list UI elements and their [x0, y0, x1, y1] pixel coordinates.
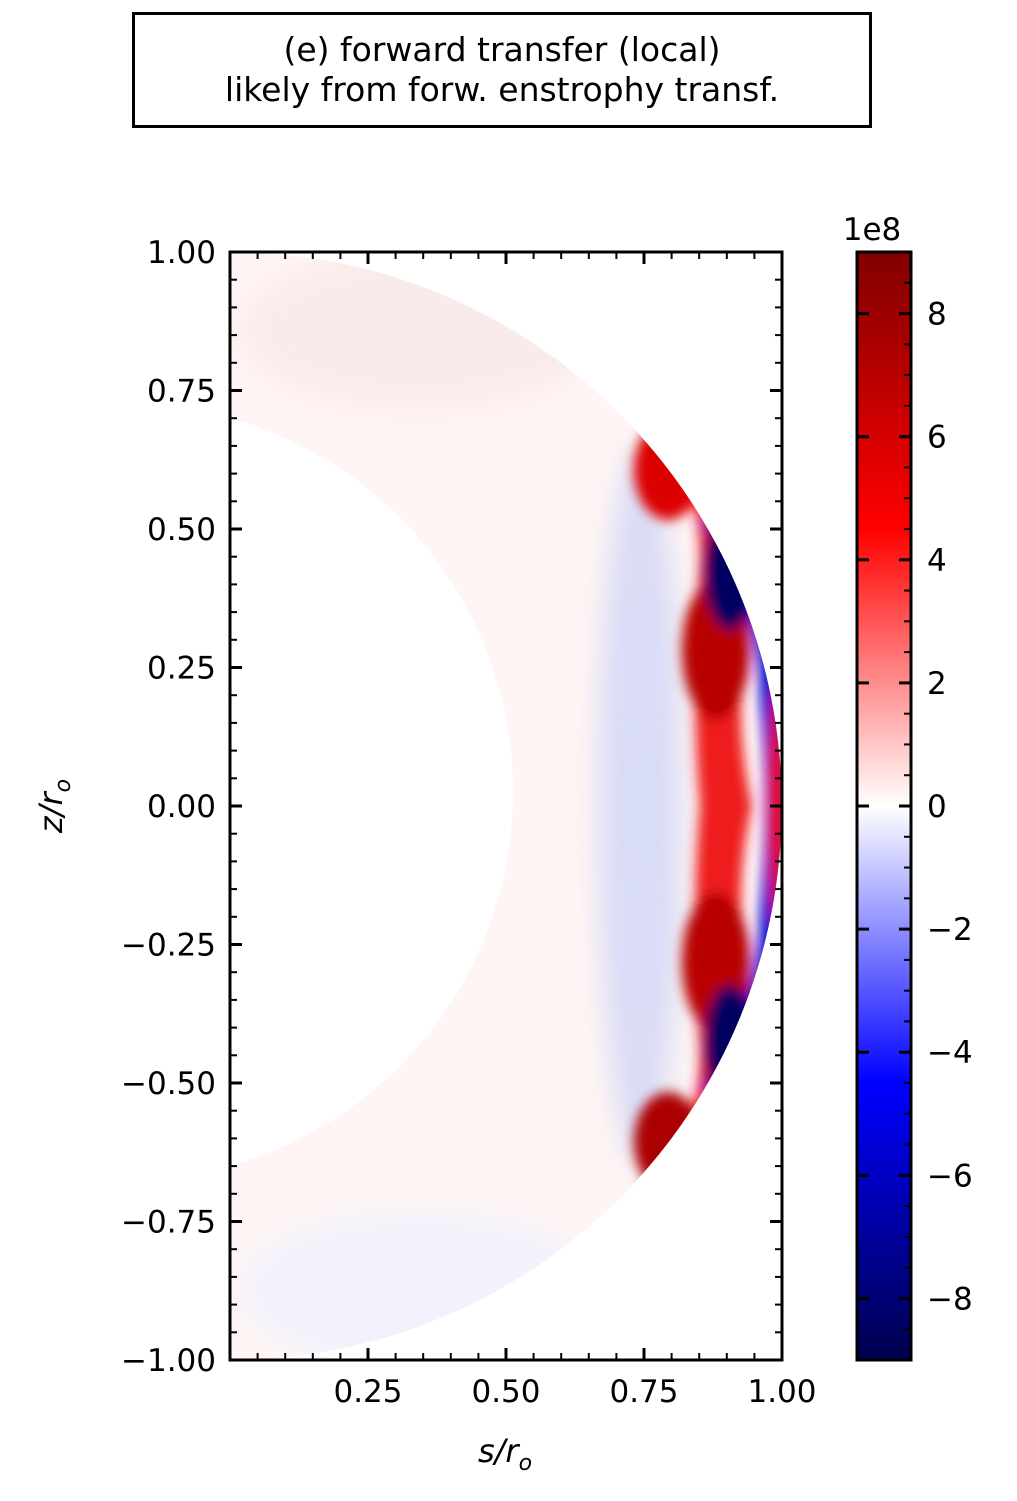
colorbar-tick-label: 6	[927, 420, 947, 456]
chart-title-box: (e) forward transfer (local) likely from…	[132, 12, 872, 128]
y-tick-label: 1.00	[147, 235, 216, 271]
y-tick-label: 0.00	[147, 789, 216, 825]
colorbar-multiplier: 1e8	[843, 212, 902, 248]
colorbar-tick-label: −2	[927, 912, 973, 948]
colorbar-tick-label: 4	[927, 543, 947, 579]
tick-labels: 0.25 0.50 0.75 1.00 1.00 0.75 0.50 0.25 0.00 −0.2…	[121, 235, 817, 1410]
y-tick-label: 0.50	[147, 512, 216, 548]
colorbar-ticks: 8 6 4 2 0 −2 −4 −6 −8	[857, 281, 973, 1331]
y-tick-label: −1.00	[121, 1343, 216, 1379]
heatmap-field	[230, 252, 782, 1360]
heatmap-weak-negative-band	[598, 446, 682, 1166]
minor-ticks	[230, 252, 782, 1360]
colorbar-tick-label: 2	[927, 666, 947, 702]
heatmap-positive-lobe-south	[634, 1092, 702, 1192]
heatmap-faint-north	[240, 252, 600, 410]
x-tick-label: 1.00	[747, 1374, 816, 1410]
heatmap-background	[230, 252, 782, 1360]
heatmap-negative-core-south	[704, 985, 756, 1105]
y-tick-label: −0.75	[121, 1205, 216, 1241]
y-tick-label: −0.50	[121, 1066, 216, 1102]
x-tick-label: 0.25	[333, 1374, 402, 1410]
colorbar: 8 6 4 2 0 −2 −4 −6 −8 1e8	[843, 212, 973, 1362]
chart-title-line-1: (e) forward transfer (local)	[283, 30, 721, 69]
y-axis-label: z/ro	[32, 779, 76, 834]
x-tick-label: 0.50	[471, 1374, 540, 1410]
colorbar-tick-label: 0	[927, 789, 947, 825]
chart-title-line-2: likely from forw. enstrophy transf.	[224, 70, 780, 109]
plot-area: 0.25 0.50 0.75 1.00 1.00 0.75 0.50 0.25 0.00 −0.2…	[32, 235, 817, 1476]
y-tick-label: 0.75	[147, 374, 216, 410]
x-tick-label: 0.75	[609, 1374, 678, 1410]
y-tick-label: −0.25	[121, 928, 216, 964]
colorbar-tick-label: −4	[927, 1035, 973, 1071]
heatmap-negative-core-north	[704, 510, 756, 630]
colorbar-tick-label: −6	[927, 1158, 973, 1194]
colorbar-tick-label: 8	[927, 297, 947, 333]
heatmap-faint-south	[240, 1210, 600, 1360]
y-tick-label: 0.25	[147, 651, 216, 687]
colorbar-tick-label: −8	[927, 1281, 973, 1317]
major-ticks	[230, 250, 784, 1362]
x-axis-label: s/ro	[478, 1432, 532, 1476]
heatmap-positive-lobe-north	[634, 420, 702, 520]
